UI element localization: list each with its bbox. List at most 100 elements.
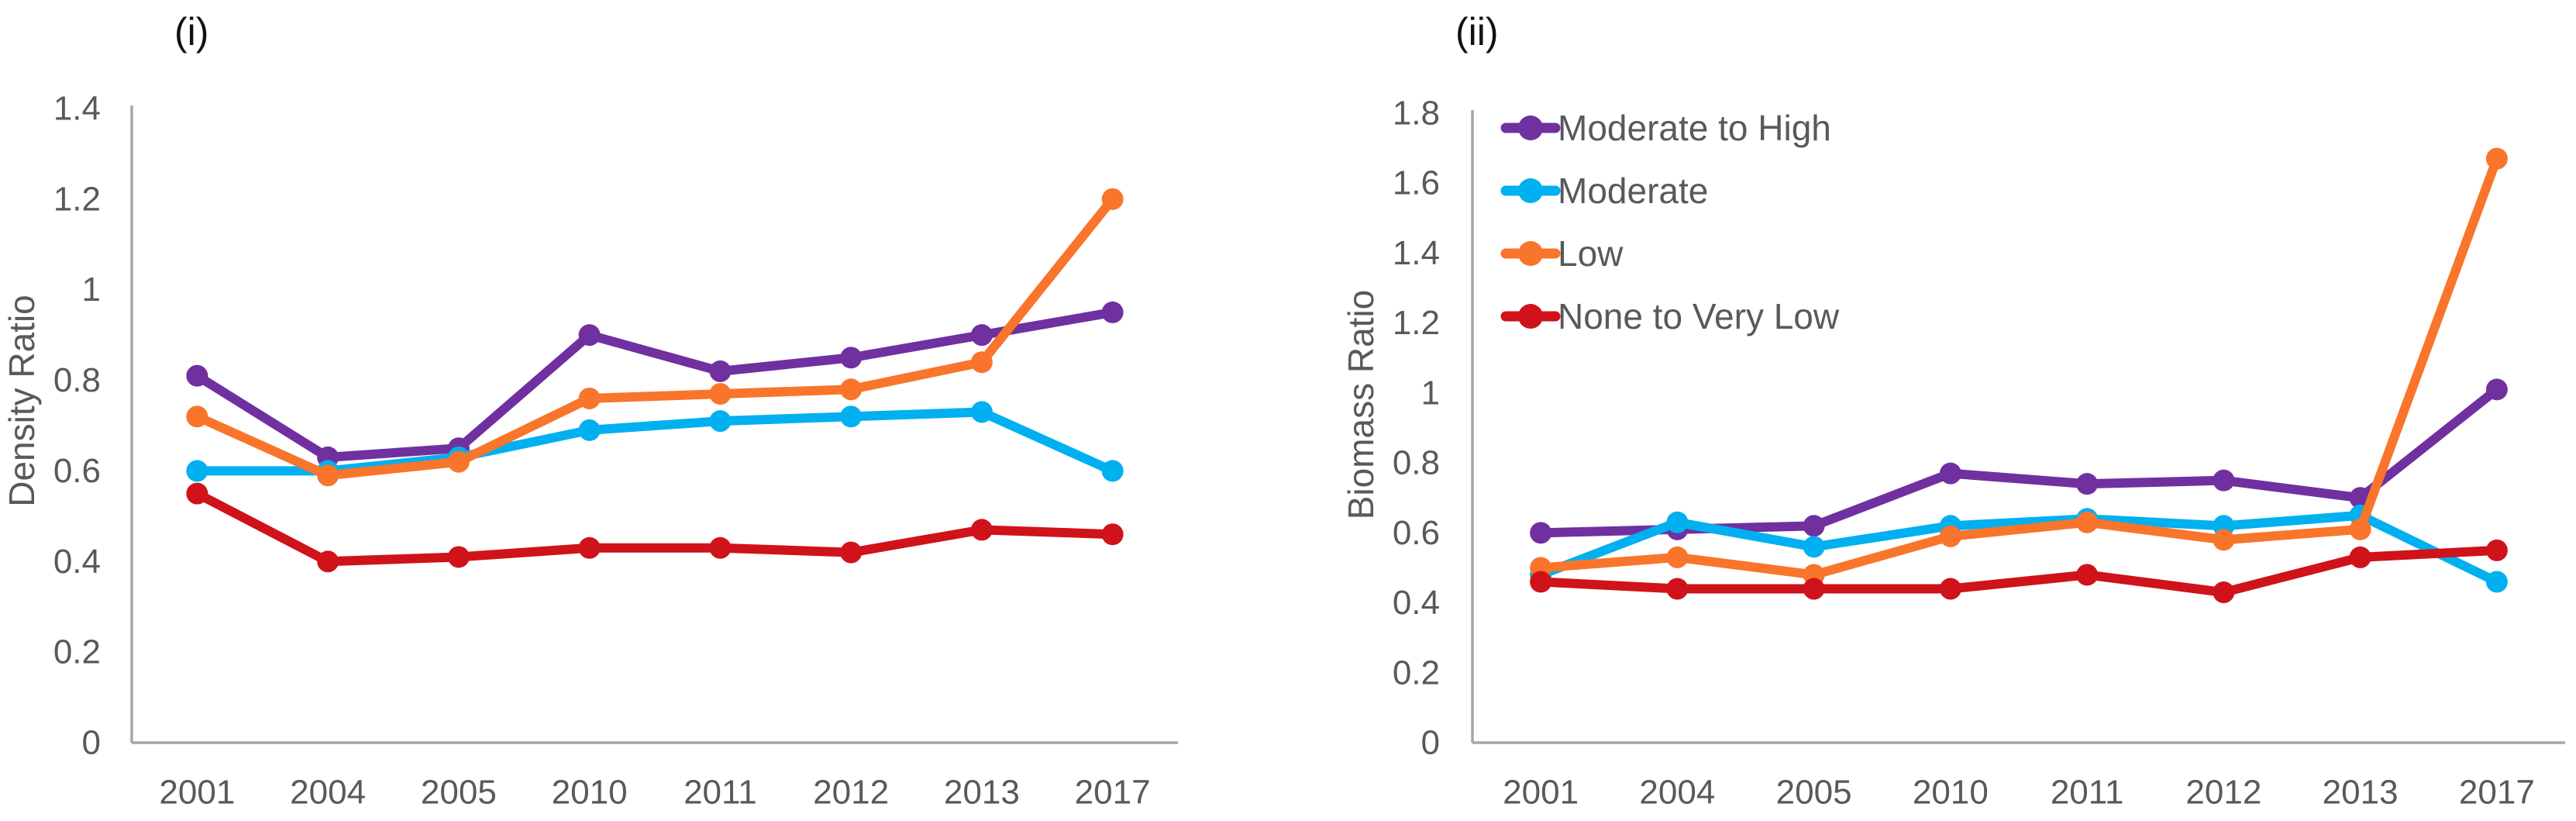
data-point-moderate-2010-panel-1 bbox=[578, 419, 601, 441]
data-point-none-to-very-low-2013-panel-1 bbox=[970, 519, 993, 541]
data-point-moderate-2005-panel-2 bbox=[1803, 536, 1825, 558]
x-tick-label-2011-panel-2: 2011 bbox=[2051, 774, 2124, 812]
data-point-low-2010-panel-1 bbox=[578, 387, 601, 409]
legend-label-moderate: Moderate bbox=[1558, 171, 1708, 211]
legend-marker-dot-moderate-to-high bbox=[1518, 116, 1543, 140]
data-point-moderate-to-high-2011-panel-2 bbox=[2076, 473, 2099, 495]
y-tick-label-0-panel-2: 0 bbox=[1421, 724, 1440, 762]
data-point-none-to-very-low-2010-panel-1 bbox=[578, 536, 601, 559]
panel-i-title: (i) bbox=[174, 10, 208, 53]
y-tick-label-1-2-panel-2: 1.2 bbox=[1393, 304, 1440, 342]
data-point-low-2013-panel-1 bbox=[970, 351, 993, 374]
generated-chart-content: 0 0.2 0.4 0.6 0.8 1 1.2 1.4 2001 2004 2005 2010 2011… bbox=[53, 90, 2565, 812]
data-point-low-2004-panel-2 bbox=[1666, 546, 1689, 568]
series-line-moderate-to-high-panel-1 bbox=[192, 307, 1118, 462]
series-line-low-panel-1 bbox=[192, 194, 1118, 481]
y-tick-label-1-panel-2: 1 bbox=[1421, 374, 1440, 412]
legend-marker-dot-low bbox=[1518, 241, 1543, 266]
x-tick-label-2010-panel-2: 2010 bbox=[1913, 774, 1989, 812]
data-point-none-to-very-low-2017-panel-1 bbox=[1101, 523, 1124, 546]
data-point-none-to-very-low-2001-panel-1 bbox=[186, 482, 208, 505]
x-tick-label-2005-panel-1: 2005 bbox=[421, 774, 497, 812]
x-tick-label-2001-panel-2: 2001 bbox=[1503, 774, 1579, 812]
data-point-moderate-to-high-2012-panel-2 bbox=[2213, 469, 2235, 492]
data-point-moderate-to-high-2001-panel-2 bbox=[1530, 522, 1552, 544]
data-point-moderate-to-high-2005-panel-2 bbox=[1803, 515, 1825, 537]
data-point-moderate-2004-panel-2 bbox=[1666, 511, 1689, 533]
data-point-low-2012-panel-1 bbox=[840, 378, 863, 401]
series-line-moderate-panel-2 bbox=[1536, 510, 2502, 587]
y-tick-label-1-2-panel-1: 1.2 bbox=[53, 180, 101, 218]
x-tick-label-2017-panel-1: 2017 bbox=[1075, 774, 1151, 812]
legend-marker-dot-moderate bbox=[1518, 178, 1543, 203]
data-point-moderate-to-high-2010-panel-1 bbox=[578, 324, 601, 347]
data-point-moderate-2001-panel-1 bbox=[186, 460, 208, 482]
y-tick-label-0-6-panel-1: 0.6 bbox=[53, 452, 101, 490]
y-tick-label-0-panel-1: 0 bbox=[82, 724, 101, 762]
y-tick-label-0-6-panel-2: 0.6 bbox=[1393, 514, 1440, 552]
y-tick-label-1-4-panel-1: 1.4 bbox=[53, 90, 101, 128]
y-tick-label-0-2-panel-2: 0.2 bbox=[1393, 654, 1440, 692]
x-tick-label-2012-panel-2: 2012 bbox=[2185, 774, 2261, 812]
data-point-none-to-very-low-2017-panel-2 bbox=[2485, 539, 2508, 561]
data-point-none-to-very-low-2011-panel-2 bbox=[2076, 564, 2099, 586]
y-tick-label-1-6-panel-2: 1.6 bbox=[1393, 164, 1440, 202]
x-tick-label-2004-panel-1: 2004 bbox=[290, 774, 366, 812]
data-point-none-to-very-low-2004-panel-2 bbox=[1666, 578, 1689, 600]
panel-ii-title: (ii) bbox=[1455, 10, 1499, 53]
data-point-low-2011-panel-1 bbox=[709, 383, 732, 405]
data-point-none-to-very-low-2011-panel-1 bbox=[709, 536, 732, 559]
data-point-moderate-2017-panel-1 bbox=[1101, 460, 1124, 482]
data-point-moderate-to-high-2010-panel-2 bbox=[1939, 462, 1961, 485]
y-axis-label-density-ratio: Density Ratio bbox=[2, 295, 42, 507]
data-point-moderate-to-high-2013-panel-1 bbox=[970, 324, 993, 347]
data-point-moderate-to-high-2001-panel-1 bbox=[186, 364, 208, 387]
data-point-none-to-very-low-2004-panel-1 bbox=[317, 550, 339, 573]
data-point-none-to-very-low-2005-panel-1 bbox=[447, 546, 470, 568]
y-tick-label-0-8-panel-2: 0.8 bbox=[1393, 444, 1440, 482]
data-point-low-2017-panel-1 bbox=[1101, 188, 1124, 210]
legend-marker-dot-none-to-very-low bbox=[1518, 304, 1543, 329]
data-point-moderate-to-high-2012-panel-1 bbox=[840, 347, 863, 369]
data-point-low-2001-panel-1 bbox=[186, 405, 208, 428]
x-tick-label-2011-panel-1: 2011 bbox=[684, 774, 757, 812]
data-point-moderate-2013-panel-1 bbox=[970, 401, 993, 423]
x-tick-label-2013-panel-1: 2013 bbox=[944, 774, 1020, 812]
x-tick-label-2017-panel-2: 2017 bbox=[2459, 774, 2535, 812]
y-axis-label-biomass-ratio: Biomass Ratio bbox=[1341, 290, 1381, 520]
legend-label-low: Low bbox=[1558, 233, 1624, 274]
legend-label-none-to-very-low: None to Very Low bbox=[1558, 296, 1840, 336]
series-line-low-panel-2 bbox=[1536, 154, 2502, 580]
data-point-none-to-very-low-2005-panel-2 bbox=[1803, 578, 1825, 600]
y-tick-label-0-4-panel-1: 0.4 bbox=[53, 543, 101, 581]
data-point-moderate-to-high-2017-panel-1 bbox=[1101, 301, 1124, 323]
y-tick-label-0-2-panel-1: 0.2 bbox=[53, 633, 101, 671]
data-point-moderate-to-high-2011-panel-1 bbox=[709, 360, 732, 382]
x-tick-label-2004-panel-2: 2004 bbox=[1639, 774, 1715, 812]
data-point-none-to-very-low-2012-panel-1 bbox=[840, 541, 863, 564]
data-point-low-2013-panel-2 bbox=[2349, 518, 2371, 540]
data-point-none-to-very-low-2001-panel-2 bbox=[1530, 571, 1552, 593]
x-tick-label-2013-panel-2: 2013 bbox=[2323, 774, 2399, 812]
data-point-low-2012-panel-2 bbox=[2213, 529, 2235, 551]
legend-label-moderate-to-high: Moderate to High bbox=[1558, 108, 1831, 148]
data-point-low-2017-panel-2 bbox=[2485, 147, 2508, 170]
series-line-none-to-very-low-panel-1 bbox=[192, 488, 1118, 567]
data-point-moderate-to-high-2017-panel-2 bbox=[2485, 378, 2508, 401]
data-point-low-2004-panel-1 bbox=[317, 464, 339, 487]
y-tick-label-0-8-panel-1: 0.8 bbox=[53, 361, 101, 399]
y-tick-label-1-4-panel-2: 1.4 bbox=[1393, 234, 1440, 272]
x-tick-label-2010-panel-1: 2010 bbox=[552, 774, 628, 812]
x-tick-label-2005-panel-2: 2005 bbox=[1776, 774, 1852, 812]
data-point-none-to-very-low-2012-panel-2 bbox=[2213, 581, 2235, 604]
data-point-low-2005-panel-1 bbox=[447, 450, 470, 473]
y-tick-label-1-8-panel-2: 1.8 bbox=[1393, 95, 1440, 133]
data-point-none-to-very-low-2013-panel-2 bbox=[2349, 546, 2371, 568]
y-tick-label-1-panel-1: 1 bbox=[82, 271, 101, 309]
data-point-none-to-very-low-2010-panel-2 bbox=[1939, 578, 1961, 600]
series-line-none-to-very-low-panel-2 bbox=[1536, 545, 2502, 598]
x-tick-label-2001-panel-1: 2001 bbox=[159, 774, 235, 812]
data-point-low-2011-panel-2 bbox=[2076, 511, 2099, 533]
